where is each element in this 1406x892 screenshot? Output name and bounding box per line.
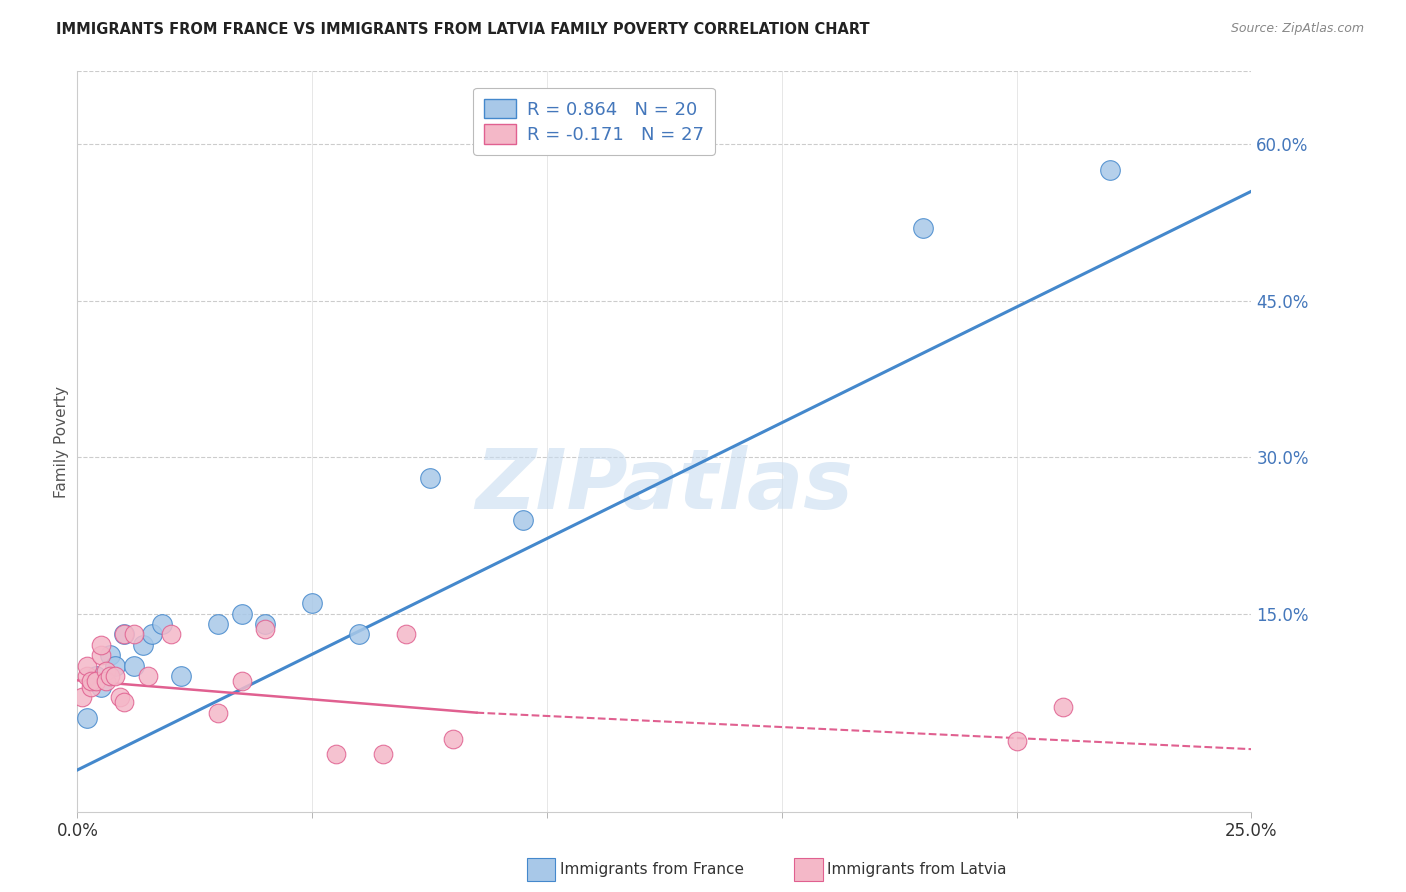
- Point: [112, 627, 135, 641]
- Text: ZIPatlas: ZIPatlas: [475, 445, 853, 526]
- Point: [112, 695, 135, 709]
- Point: [254, 617, 277, 632]
- Point: [419, 471, 441, 485]
- Point: [512, 513, 534, 527]
- Y-axis label: Family Poverty: Family Poverty: [53, 385, 69, 498]
- Point: [301, 596, 323, 610]
- Point: [80, 680, 103, 694]
- Point: [80, 674, 103, 689]
- Point: [231, 674, 253, 689]
- Text: Immigrants from Latvia: Immigrants from Latvia: [827, 863, 1007, 877]
- Text: Source: ZipAtlas.com: Source: ZipAtlas.com: [1230, 22, 1364, 36]
- Point: [160, 627, 183, 641]
- Point: [254, 622, 277, 636]
- Text: Immigrants from France: Immigrants from France: [560, 863, 744, 877]
- Point: [98, 669, 121, 683]
- Point: [325, 747, 347, 762]
- Point: [169, 669, 191, 683]
- Legend: R = 0.864   N = 20, R = -0.171   N = 27: R = 0.864 N = 20, R = -0.171 N = 27: [472, 87, 714, 154]
- Point: [94, 674, 117, 689]
- Point: [347, 627, 370, 641]
- Point: [90, 648, 112, 663]
- Point: [141, 627, 163, 641]
- Point: [76, 658, 98, 673]
- Point: [395, 627, 418, 641]
- Point: [84, 674, 107, 689]
- Point: [207, 617, 229, 632]
- Point: [441, 731, 464, 746]
- Point: [150, 617, 173, 632]
- Point: [911, 220, 934, 235]
- Point: [108, 690, 131, 704]
- Point: [70, 690, 93, 704]
- Point: [132, 638, 155, 652]
- Text: IMMIGRANTS FROM FRANCE VS IMMIGRANTS FROM LATVIA FAMILY POVERTY CORRELATION CHAR: IMMIGRANTS FROM FRANCE VS IMMIGRANTS FRO…: [56, 22, 870, 37]
- Point: [98, 648, 121, 663]
- Point: [136, 669, 159, 683]
- Point: [76, 669, 98, 683]
- Point: [112, 627, 135, 641]
- Point: [1052, 700, 1074, 714]
- Point: [90, 638, 112, 652]
- Point: [104, 658, 127, 673]
- Point: [371, 747, 394, 762]
- Point: [90, 680, 112, 694]
- Point: [231, 607, 253, 621]
- Point: [1099, 163, 1122, 178]
- Point: [207, 706, 229, 720]
- Point: [94, 664, 117, 678]
- Point: [104, 669, 127, 683]
- Point: [76, 711, 98, 725]
- Point: [84, 669, 107, 683]
- Point: [122, 658, 145, 673]
- Point: [122, 627, 145, 641]
- Point: [1005, 734, 1028, 748]
